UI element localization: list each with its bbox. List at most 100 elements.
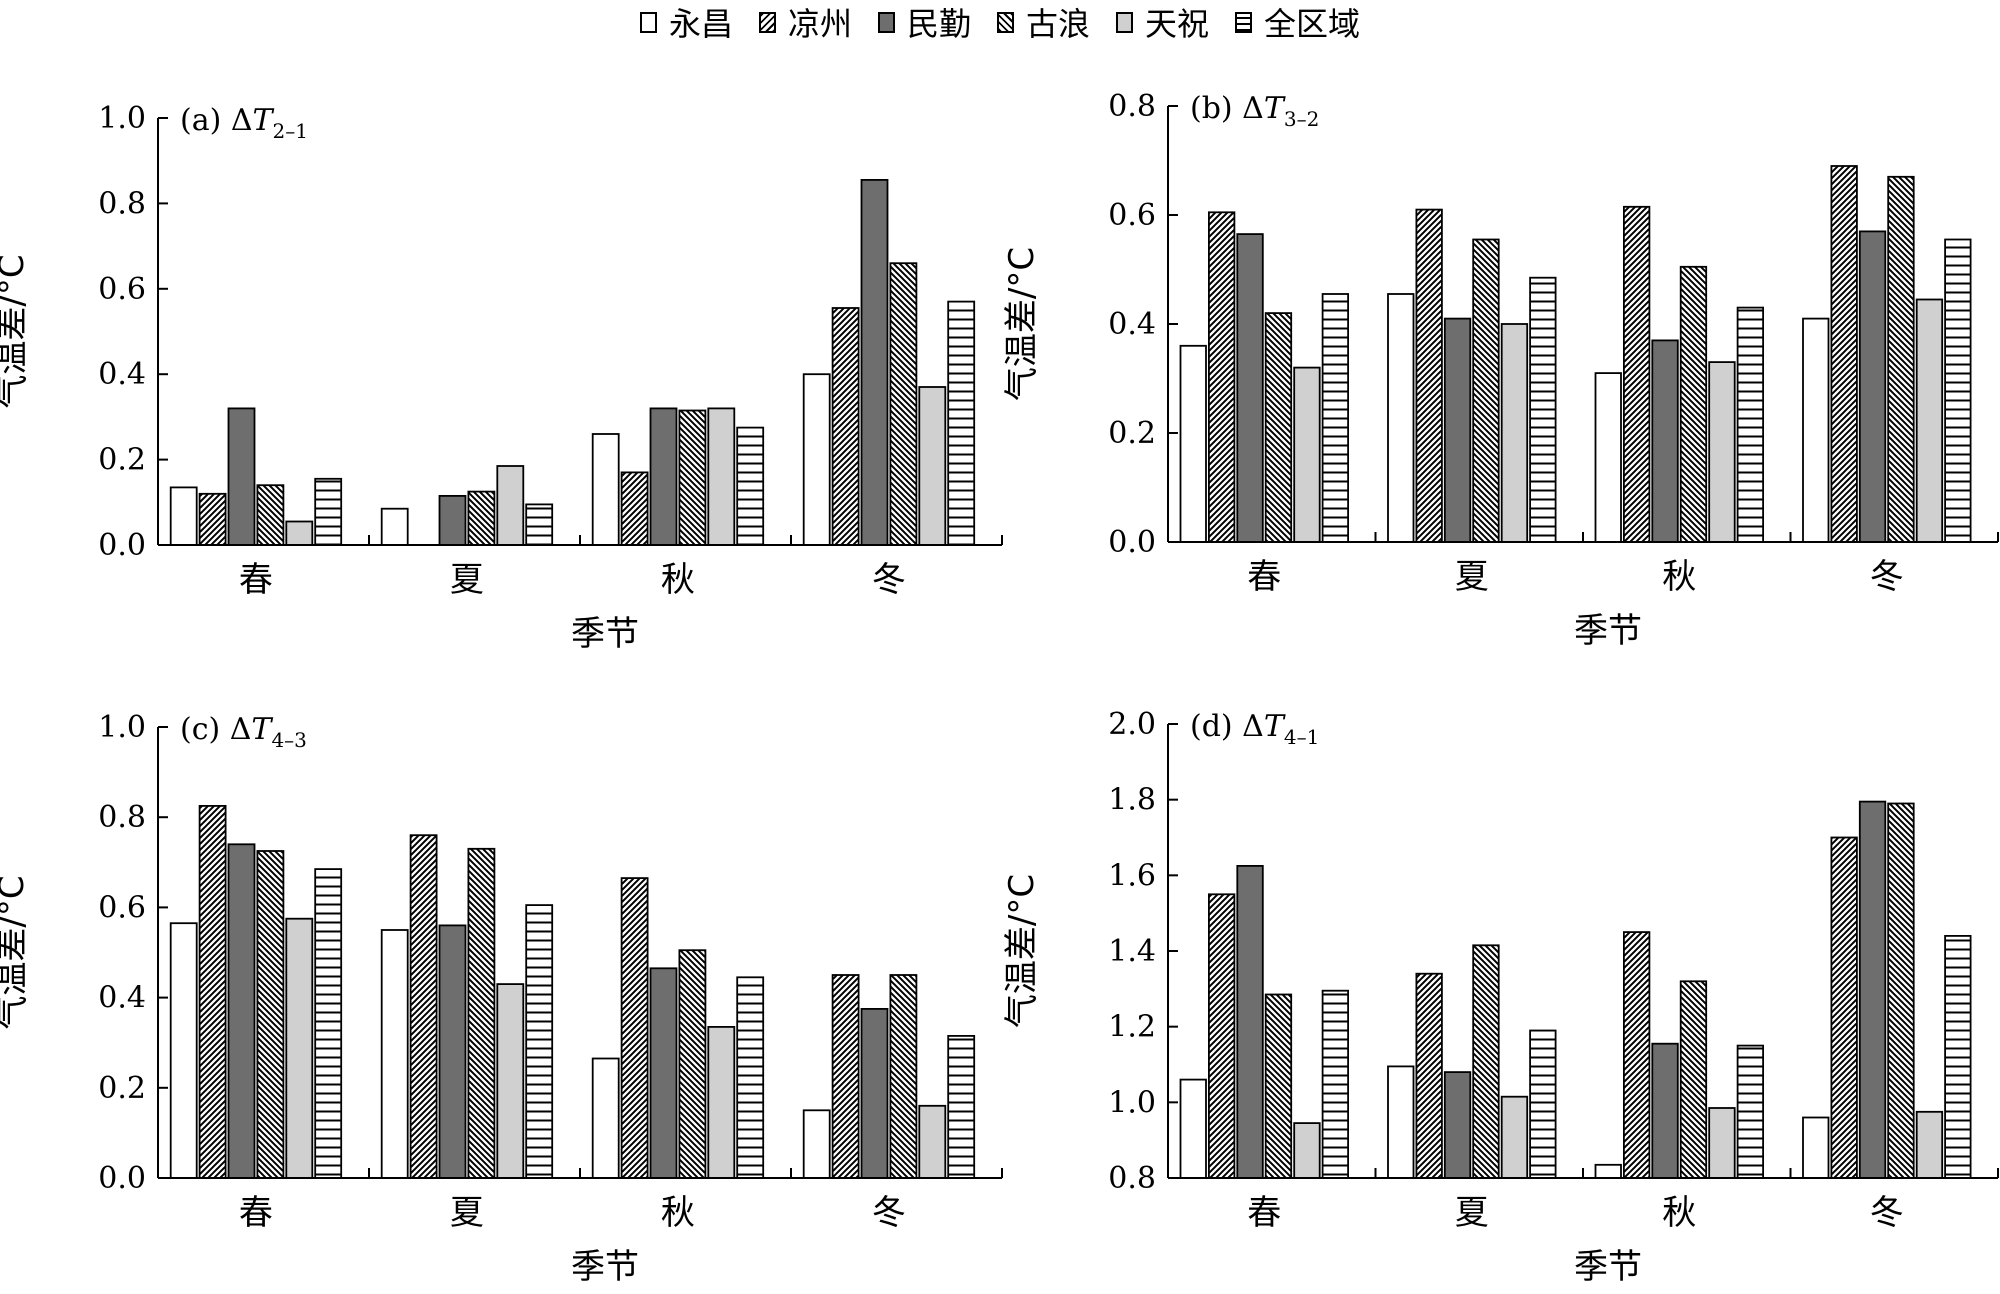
bar-yongchang xyxy=(1179,344,1207,543)
bar-tianzhu xyxy=(285,917,314,1179)
x-category-label: 秋 xyxy=(661,1193,695,1233)
x-category-label: 春 xyxy=(239,1193,273,1233)
legend-swatch-light xyxy=(1116,11,1134,33)
bar-all-region xyxy=(314,477,343,546)
x-category-label: 秋 xyxy=(1662,1193,1696,1233)
bar-minqin xyxy=(860,178,889,546)
y-tick-label: 0.6 xyxy=(1108,198,1156,233)
bar-liangzhou xyxy=(1830,836,1858,1179)
y-tick-label: 0.0 xyxy=(1108,525,1156,560)
legend-swatch-white xyxy=(639,11,657,33)
bar-liangzhou xyxy=(1623,205,1651,543)
bar-all-region xyxy=(525,904,554,1179)
panel-title-variable: T xyxy=(253,103,275,138)
bar-tianzhu xyxy=(1293,366,1321,543)
bar-gulang xyxy=(256,484,285,546)
y-axis-title: 气温差/°C xyxy=(0,254,32,408)
bar-gulang xyxy=(1887,175,1915,543)
panel-title: (d) ΔT4–1 xyxy=(1190,709,1319,749)
x-category-label: 夏 xyxy=(1455,1193,1489,1233)
x-category-label: 夏 xyxy=(450,560,484,600)
bar-all-region xyxy=(1944,238,1972,543)
bar-yongchang xyxy=(1387,293,1415,543)
y-tick-label: 0.6 xyxy=(98,890,146,925)
bar-tianzhu xyxy=(1915,298,1944,543)
x-axis-title: 季节 xyxy=(571,1247,639,1287)
y-axis-title: 气温差/°C xyxy=(1002,247,1042,401)
bar-liangzhou xyxy=(620,471,649,546)
bar-tianzhu xyxy=(918,386,947,546)
legend-item-tianzhu: 天祝 xyxy=(1116,0,1209,45)
bar-yongchang xyxy=(1802,1116,1830,1179)
bar-gulang xyxy=(1472,238,1500,543)
x-category-label: 春 xyxy=(1247,557,1281,597)
legend-label: 古浪 xyxy=(1026,5,1091,43)
panel-title-prefix: (d) Δ xyxy=(1190,709,1264,744)
bar-yongchang xyxy=(1802,317,1830,543)
bar-tianzhu xyxy=(496,983,525,1179)
bar-gulang xyxy=(678,949,707,1179)
panel-title-subscript: 4–3 xyxy=(271,728,306,752)
x-axis-title: 季节 xyxy=(571,614,639,654)
bar-all-region xyxy=(1529,1029,1557,1179)
x-category-label: 冬 xyxy=(872,560,906,600)
panel-title: (a) ΔT2–1 xyxy=(180,103,308,143)
bar-liangzhou xyxy=(409,834,438,1179)
bar-gulang xyxy=(889,262,918,546)
bar-yongchang xyxy=(1594,372,1622,543)
y-tick-label: 1.8 xyxy=(1108,783,1156,818)
chart-panel-d: 0.8 1.0 1.2 1.4 1.6 1.8 2.0 春 夏 秋 冬季节 气温差/°C (d) ΔT4… xyxy=(1002,707,1999,1287)
bar-yongchang xyxy=(591,433,620,546)
y-tick-label: 1.6 xyxy=(1108,858,1156,893)
bar-tianzhu xyxy=(285,520,314,546)
y-tick-label: 0.8 xyxy=(98,800,146,835)
bar-gulang xyxy=(889,974,918,1179)
bar-all-region xyxy=(314,868,343,1179)
x-category-label: 夏 xyxy=(450,1193,484,1233)
x-category-label: 夏 xyxy=(1455,557,1489,597)
bar-yongchang xyxy=(380,929,409,1179)
bar-liangzhou xyxy=(1208,893,1236,1179)
bar-all-region xyxy=(1736,306,1764,543)
x-axis-title: 季节 xyxy=(1574,1247,1642,1287)
legend-item-all-region: 全区域 xyxy=(1235,0,1360,45)
legend-swatch-dense-diag xyxy=(758,11,776,33)
bar-gulang xyxy=(1264,993,1293,1179)
panel-title-variable: T xyxy=(1264,709,1286,744)
legend-label: 凉州 xyxy=(787,5,852,43)
x-category-label: 冬 xyxy=(872,1193,906,1233)
bar-yongchang xyxy=(802,373,831,546)
x-category-label: 冬 xyxy=(1870,1193,1904,1233)
y-tick-label: 1.0 xyxy=(1108,1085,1156,1120)
y-tick-label: 0.2 xyxy=(98,1071,146,1106)
bar-minqin xyxy=(438,924,467,1179)
bar-tianzhu xyxy=(707,1026,736,1179)
y-tick-label: 0.2 xyxy=(98,443,146,478)
bar-liangzhou xyxy=(1830,165,1858,543)
bar-yongchang xyxy=(169,922,198,1179)
y-tick-label: 0.0 xyxy=(98,1161,146,1196)
y-axis-title: 气温差/°C xyxy=(0,875,32,1029)
bar-tianzhu xyxy=(496,465,525,546)
legend-item-yongchang: 永昌 xyxy=(639,0,733,45)
bar-liangzhou xyxy=(1415,208,1443,543)
panel-title-variable: T xyxy=(251,712,273,747)
bar-all-region xyxy=(736,426,765,546)
bar-tianzhu xyxy=(1293,1122,1321,1179)
bar-tianzhu xyxy=(1500,323,1529,543)
bar-liangzhou xyxy=(198,492,227,546)
bar-yongchang xyxy=(1179,1078,1207,1179)
bar-gulang xyxy=(256,850,285,1179)
legend-label: 永昌 xyxy=(668,5,733,43)
y-tick-label: 2.0 xyxy=(1108,707,1156,742)
y-tick-label: 0.8 xyxy=(98,186,146,221)
bar-tianzhu xyxy=(1708,1107,1736,1179)
y-tick-label: 1.2 xyxy=(1108,1010,1156,1045)
bar-all-region xyxy=(736,976,765,1179)
bar-minqin xyxy=(649,967,678,1179)
bar-minqin xyxy=(227,407,256,546)
bar-minqin xyxy=(1443,1071,1472,1179)
bar-minqin xyxy=(860,1008,889,1179)
y-tick-label: 0.0 xyxy=(98,528,146,563)
panel-title-prefix: (b) Δ xyxy=(1190,91,1264,126)
